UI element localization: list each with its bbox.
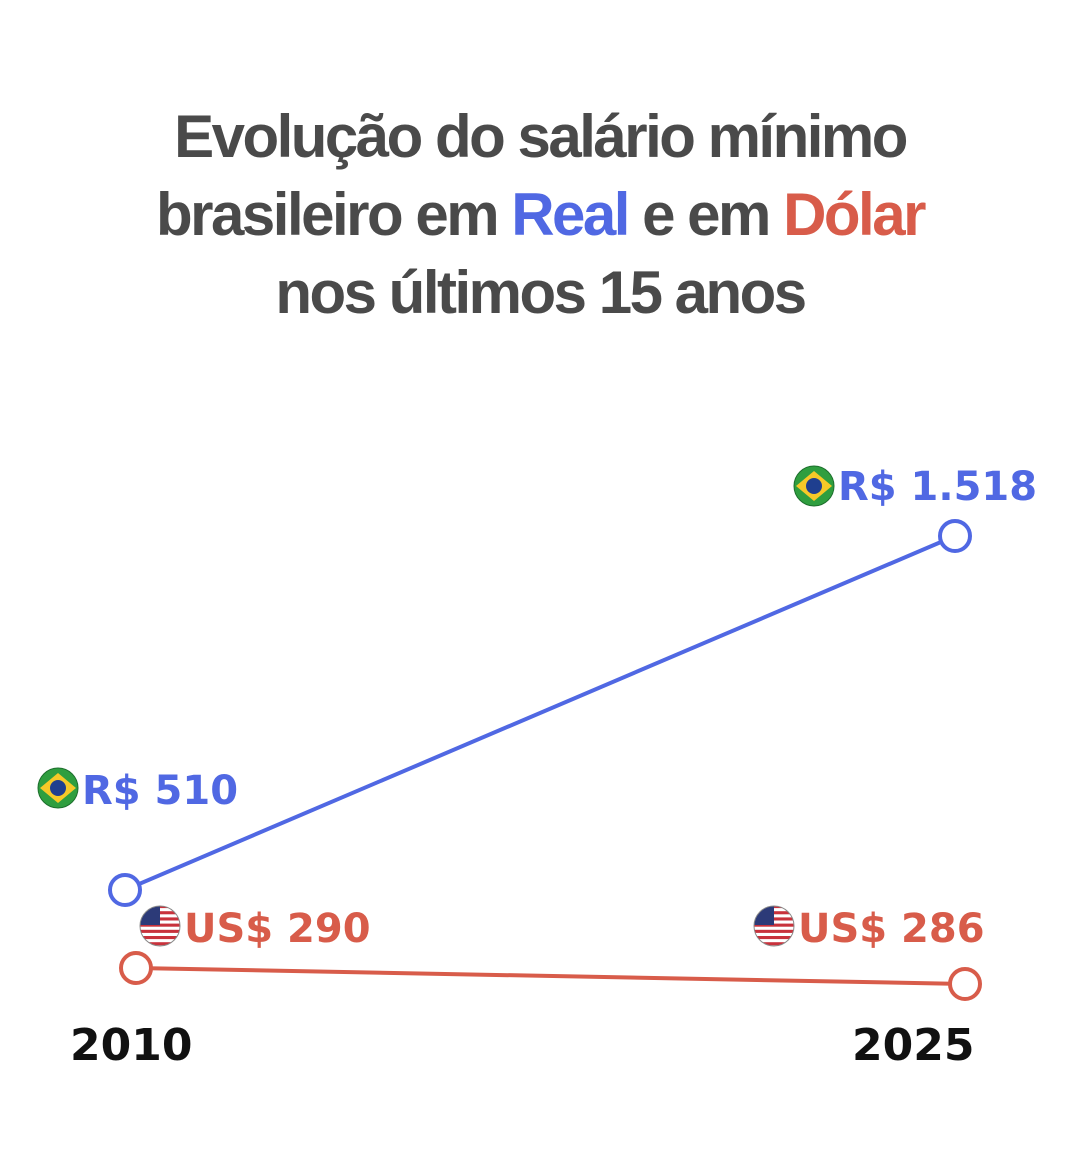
title-line-1: Evolução do salário mínimo [174, 103, 908, 170]
usa-flag-canton [140, 906, 160, 925]
title-line-2-start: brasileiro em [156, 181, 512, 248]
usa-flag-stripe [754, 923, 794, 927]
title-dolar-word: Dólar [783, 181, 926, 248]
usa-flag-stripe [140, 942, 180, 946]
brazil-flag-icon [37, 767, 79, 809]
data-label-dolar-2010: US$ 290 [184, 906, 371, 952]
usa-flag-icon [139, 905, 181, 947]
usa-flag-fill [140, 906, 180, 946]
title-line-2-mid: e em [627, 181, 784, 248]
brazil-flag-icon [793, 465, 835, 507]
data-label-real-2010: R$ 510 [82, 768, 238, 814]
usa-flag-icon [753, 905, 795, 947]
series-line-dolar [135, 966, 966, 986]
brazil-flag-fill [38, 768, 78, 808]
title-line-2: brasileiro em Real e em Dólar [0, 176, 1080, 254]
data-label-dolar-2025: US$ 286 [798, 906, 985, 952]
series-line-real [124, 534, 956, 892]
usa-flag-stripe [140, 929, 180, 933]
usa-flag-rim [753, 905, 795, 947]
usa-flag-stripe [140, 936, 180, 940]
point-dolar-2025 [948, 967, 982, 1001]
point-real-2025 [938, 519, 972, 553]
usa-flag-rim [139, 905, 181, 947]
usa-flag-canton [754, 906, 774, 925]
point-real-2010 [108, 873, 142, 907]
brazil-flag-globe [806, 478, 822, 494]
title-real-word: Real [511, 181, 630, 248]
usa-flag-stripe [754, 936, 794, 940]
chart-title: Evolução do salário mínimo brasileiro em… [0, 98, 1080, 332]
x-tick-2010: 2010 [70, 1020, 192, 1071]
x-tick-2025: 2025 [852, 1020, 974, 1071]
brazil-flag-fill [794, 466, 834, 506]
brazil-flag-rim [793, 465, 835, 507]
point-dolar-2010 [119, 951, 153, 985]
title-line-3: nos últimos 15 anos [275, 259, 807, 326]
usa-flag-stripe [140, 923, 180, 927]
brazil-flag-rim [37, 767, 79, 809]
usa-flag-stripe [754, 929, 794, 933]
usa-flag-stripe [754, 942, 794, 946]
data-label-real-2025: R$ 1.518 [838, 464, 1037, 510]
usa-flag-fill [754, 906, 794, 946]
brazil-flag-globe [50, 780, 66, 796]
